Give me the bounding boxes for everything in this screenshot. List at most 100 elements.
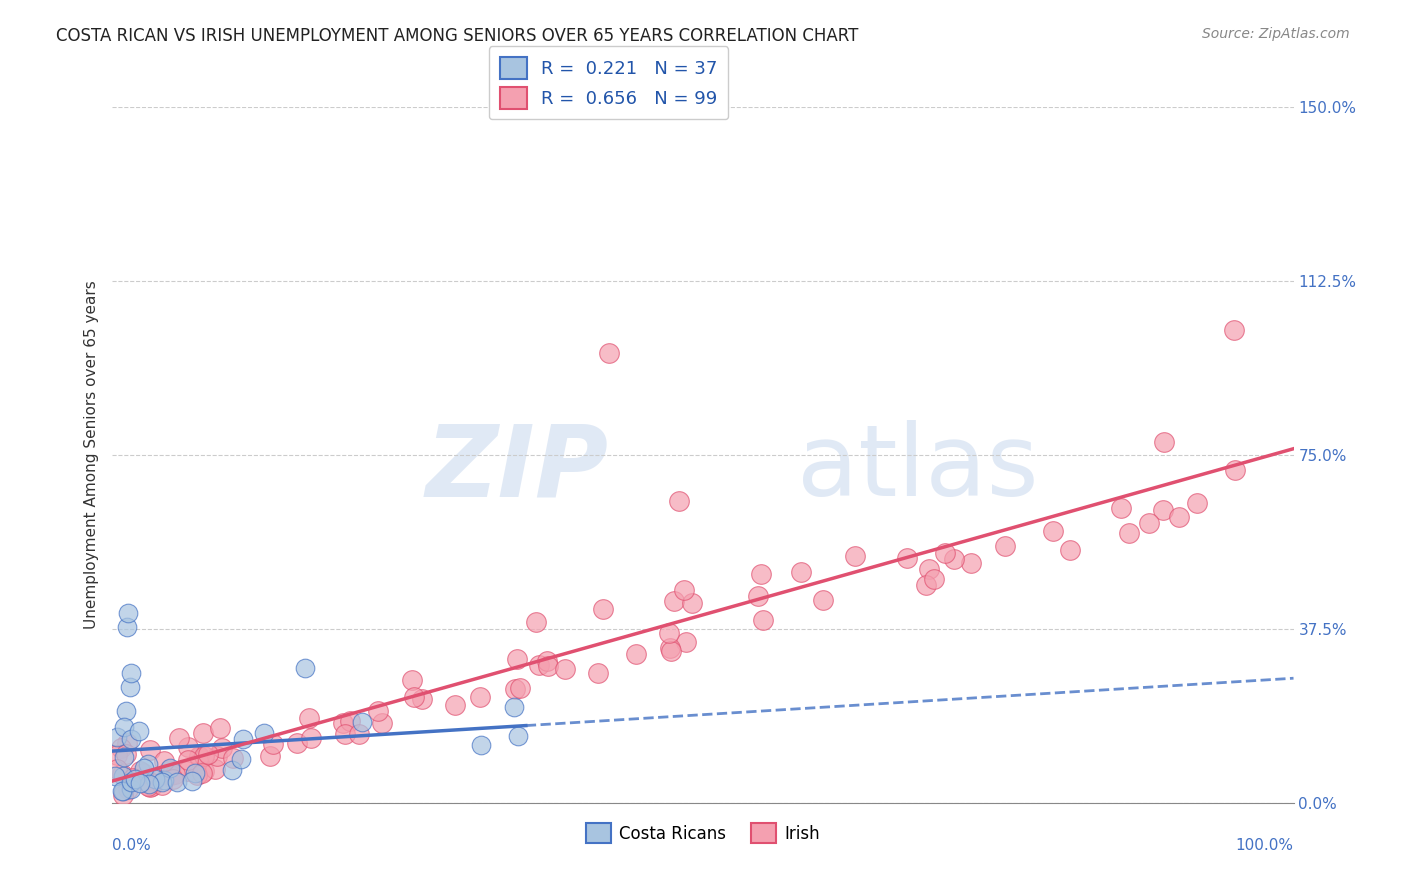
Point <box>790 565 813 579</box>
Point <box>232 731 254 746</box>
Point <box>132 761 155 775</box>
Point <box>132 766 155 780</box>
Point <box>120 731 142 746</box>
Point <box>659 644 682 658</box>
Point <box>157 763 180 777</box>
Point <box>222 751 245 765</box>
Point <box>176 764 198 779</box>
Point <box>658 641 681 656</box>
Point <box>208 721 231 735</box>
Point <box>294 661 316 675</box>
Point <box>1153 434 1175 449</box>
Point <box>529 658 551 673</box>
Point <box>592 601 614 615</box>
Point <box>554 662 576 676</box>
Point <box>111 789 134 803</box>
Point <box>180 774 202 789</box>
Point <box>672 582 695 597</box>
Point <box>141 775 163 789</box>
Point <box>1187 496 1209 510</box>
Point <box>332 716 354 731</box>
Point <box>186 767 208 781</box>
Point <box>262 737 284 751</box>
Point <box>152 754 174 768</box>
Point <box>177 753 200 767</box>
Point <box>658 625 681 640</box>
Point <box>120 665 142 680</box>
Point <box>811 593 834 607</box>
Point <box>112 750 135 764</box>
Point <box>128 723 150 738</box>
Point <box>139 780 162 794</box>
Point <box>662 594 685 608</box>
Text: 0.0%: 0.0% <box>112 838 152 853</box>
Point <box>197 747 219 761</box>
Point <box>411 692 433 706</box>
Y-axis label: Unemployment Among Seniors over 65 years: Unemployment Among Seniors over 65 years <box>83 281 98 629</box>
Point <box>468 690 491 705</box>
Point <box>117 782 139 797</box>
Point <box>184 765 207 780</box>
Point <box>191 766 214 780</box>
Point <box>747 590 769 604</box>
Point <box>115 704 138 718</box>
Point <box>404 690 426 704</box>
Point <box>105 762 128 776</box>
Point <box>367 704 389 718</box>
Point <box>191 725 214 739</box>
Point <box>141 779 163 793</box>
Point <box>138 777 160 791</box>
Point <box>509 681 531 695</box>
Point <box>681 596 703 610</box>
Point <box>163 767 186 781</box>
Legend: Costa Ricans, Irish: Costa Ricans, Irish <box>579 816 827 850</box>
Point <box>1059 542 1081 557</box>
Point <box>586 665 609 680</box>
Point <box>111 767 134 781</box>
Point <box>115 747 138 761</box>
Point <box>221 764 243 778</box>
Point <box>211 741 233 756</box>
Point <box>537 659 560 673</box>
Point <box>162 772 184 787</box>
Point <box>111 784 134 798</box>
Point <box>922 573 945 587</box>
Point <box>204 762 226 776</box>
Point <box>536 654 558 668</box>
Point <box>150 778 173 792</box>
Point <box>960 557 983 571</box>
Point <box>115 619 138 633</box>
Point <box>253 726 276 740</box>
Point <box>105 747 128 762</box>
Point <box>129 775 152 789</box>
Point <box>371 716 394 731</box>
Point <box>401 673 423 687</box>
Point <box>160 768 183 782</box>
Point <box>844 549 866 563</box>
Point <box>752 613 775 627</box>
Point <box>470 739 492 753</box>
Point <box>934 546 956 560</box>
Point <box>111 769 134 783</box>
Point <box>138 756 160 771</box>
Point <box>1223 463 1246 477</box>
Text: Source: ZipAtlas.com: Source: ZipAtlas.com <box>1202 27 1350 41</box>
Text: COSTA RICAN VS IRISH UNEMPLOYMENT AMONG SENIORS OVER 65 YEARS CORRELATION CHART: COSTA RICAN VS IRISH UNEMPLOYMENT AMONG … <box>56 27 859 45</box>
Text: ZIP: ZIP <box>426 420 609 517</box>
Point <box>1223 323 1246 337</box>
Point <box>1152 502 1174 516</box>
Point <box>598 346 620 360</box>
Point <box>104 769 127 783</box>
Point <box>1118 526 1140 541</box>
Point <box>139 742 162 756</box>
Point <box>1042 524 1064 538</box>
Text: atlas: atlas <box>797 420 1039 517</box>
Point <box>339 714 361 728</box>
Point <box>115 736 138 750</box>
Point <box>112 720 135 734</box>
Point <box>121 771 143 785</box>
Point <box>152 772 174 787</box>
Point <box>524 615 547 629</box>
Point <box>188 748 211 763</box>
Point <box>505 682 527 697</box>
